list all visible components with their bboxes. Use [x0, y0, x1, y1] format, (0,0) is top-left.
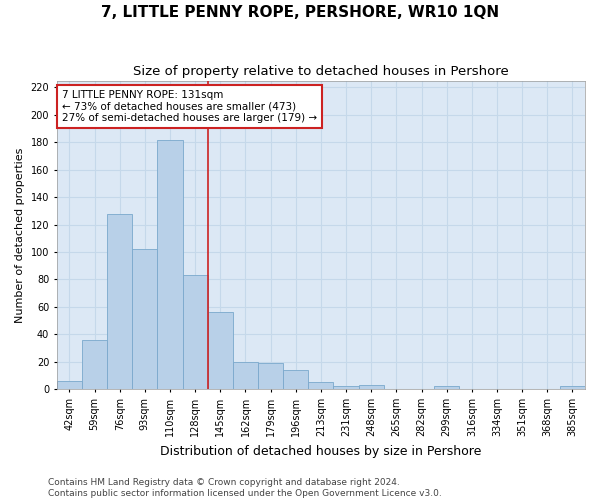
- Bar: [132, 250, 157, 389]
- Text: 7 LITTLE PENNY ROPE: 131sqm
← 73% of detached houses are smaller (473)
27% of se: 7 LITTLE PENNY ROPE: 131sqm ← 73% of det…: [62, 90, 317, 123]
- Bar: [359, 385, 384, 389]
- Bar: [233, 362, 258, 389]
- Bar: [107, 214, 132, 389]
- Bar: [283, 370, 308, 389]
- Y-axis label: Number of detached properties: Number of detached properties: [15, 147, 25, 322]
- Bar: [157, 140, 182, 389]
- Bar: [434, 386, 459, 389]
- Bar: [82, 340, 107, 389]
- Text: 7, LITTLE PENNY ROPE, PERSHORE, WR10 1QN: 7, LITTLE PENNY ROPE, PERSHORE, WR10 1QN: [101, 5, 499, 20]
- Bar: [57, 381, 82, 389]
- Bar: [182, 276, 208, 389]
- Bar: [334, 386, 359, 389]
- Bar: [258, 363, 283, 389]
- Text: Contains HM Land Registry data © Crown copyright and database right 2024.
Contai: Contains HM Land Registry data © Crown c…: [48, 478, 442, 498]
- Bar: [560, 386, 585, 389]
- Bar: [208, 312, 233, 389]
- Title: Size of property relative to detached houses in Pershore: Size of property relative to detached ho…: [133, 65, 509, 78]
- Bar: [308, 382, 334, 389]
- X-axis label: Distribution of detached houses by size in Pershore: Distribution of detached houses by size …: [160, 444, 482, 458]
